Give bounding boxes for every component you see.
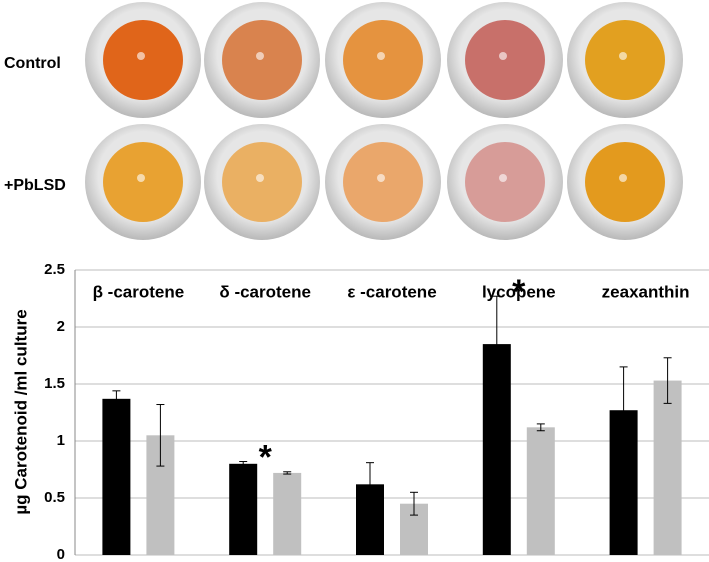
error-bar (536, 423, 545, 432)
culture (465, 20, 545, 100)
y-tick-label: 0.5 (44, 489, 65, 506)
bar (229, 463, 258, 555)
category-label: zeaxanthin (602, 282, 690, 301)
category-label: ε -carotene (347, 282, 436, 301)
y-tick-label: 2 (57, 318, 65, 335)
bar (526, 427, 555, 555)
reflection (137, 52, 145, 60)
row-label: +PbLSD (4, 177, 66, 194)
reflection (619, 52, 627, 60)
y-tick-label: 1.5 (44, 375, 65, 392)
culture (343, 20, 423, 100)
culture (585, 20, 665, 100)
y-tick-label: 2.5 (44, 261, 65, 278)
culture (103, 20, 183, 100)
error-bar (366, 462, 374, 507)
reflection (377, 52, 385, 60)
significance-marker: * (512, 273, 526, 311)
bar (102, 398, 131, 555)
y-axis-label: µg Carotenoid /ml culture (11, 309, 30, 514)
reflection (256, 174, 264, 182)
error-bar (492, 295, 501, 393)
y-tick-label: 0 (57, 546, 65, 562)
reflection (377, 174, 385, 182)
culture (222, 20, 302, 100)
culture (343, 142, 423, 222)
error-bar (156, 404, 165, 467)
reflection (137, 174, 145, 182)
error-bar (112, 390, 121, 408)
error-bar (283, 471, 292, 475)
culture (103, 142, 183, 222)
reflection (499, 174, 507, 182)
error-bar (619, 366, 628, 455)
error-bar (663, 357, 672, 404)
culture (465, 142, 545, 222)
culture-photos (85, 2, 683, 240)
significance-marker: * (259, 439, 273, 477)
reflection (256, 52, 264, 60)
category-label: lycopene (482, 282, 556, 301)
culture (585, 142, 665, 222)
category-label: β -carotene (93, 282, 185, 301)
error-bar (410, 491, 418, 516)
culture (222, 142, 302, 222)
reflection (619, 174, 627, 182)
bar (653, 380, 682, 555)
category-label: δ -carotene (219, 282, 311, 301)
reflection (499, 52, 507, 60)
y-tick-label: 1 (57, 432, 65, 449)
row-label: Control (4, 55, 61, 72)
error-bar (239, 461, 248, 467)
bar (273, 472, 302, 555)
